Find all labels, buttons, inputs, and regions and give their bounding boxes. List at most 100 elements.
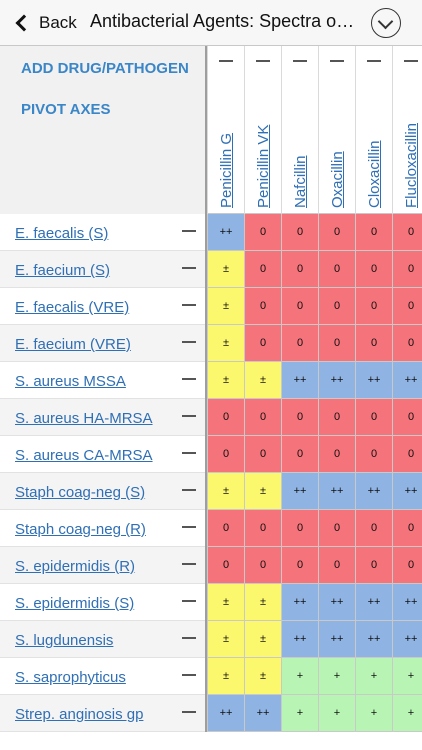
activity-cell[interactable]: ++ [281, 584, 318, 621]
activity-cell[interactable]: ± [207, 288, 244, 325]
drug-name-link[interactable]: Flucloxacillin [403, 122, 420, 208]
activity-cell[interactable]: ± [207, 658, 244, 695]
activity-cell[interactable]: ++ [355, 621, 392, 658]
activity-cell[interactable]: 0 [281, 436, 318, 473]
pathogen-name-link[interactable]: S. aureus CA-MRSA [15, 447, 153, 464]
activity-cell[interactable]: 0 [355, 288, 392, 325]
activity-cell[interactable]: 0 [281, 214, 318, 251]
activity-cell[interactable]: 0 [244, 510, 281, 547]
activity-cell[interactable]: 0 [318, 214, 355, 251]
activity-cell[interactable]: ± [244, 658, 281, 695]
activity-cell[interactable]: 0 [355, 547, 392, 584]
activity-cell[interactable]: 0 [281, 251, 318, 288]
remove-pathogen-button[interactable] [182, 230, 196, 232]
activity-cell[interactable]: ± [244, 584, 281, 621]
remove-pathogen-button[interactable] [182, 378, 196, 380]
add-drug-pathogen-button[interactable]: ADD DRUG/PATHOGEN [21, 60, 189, 77]
remove-drug-button[interactable] [219, 60, 233, 62]
activity-cell[interactable]: 0 [318, 399, 355, 436]
activity-cell[interactable]: 0 [244, 399, 281, 436]
activity-cell[interactable]: ++ [392, 584, 422, 621]
activity-cell[interactable]: ++ [392, 362, 422, 399]
remove-pathogen-button[interactable] [182, 452, 196, 454]
activity-cell[interactable]: ± [244, 473, 281, 510]
remove-pathogen-button[interactable] [182, 341, 196, 343]
activity-cell[interactable]: + [281, 695, 318, 732]
activity-cell[interactable]: ± [207, 251, 244, 288]
activity-cell[interactable]: 0 [281, 325, 318, 362]
activity-cell[interactable]: 0 [207, 510, 244, 547]
activity-cell[interactable]: ± [207, 362, 244, 399]
activity-cell[interactable]: + [355, 695, 392, 732]
activity-cell[interactable]: + [355, 658, 392, 695]
drug-name-link[interactable]: Penicillin VK [255, 124, 272, 208]
activity-cell[interactable]: 0 [244, 547, 281, 584]
activity-cell[interactable]: 0 [318, 436, 355, 473]
activity-cell[interactable]: 0 [392, 547, 422, 584]
activity-cell[interactable]: ± [207, 325, 244, 362]
activity-cell[interactable]: ± [244, 621, 281, 658]
remove-pathogen-button[interactable] [182, 674, 196, 676]
pathogen-name-link[interactable]: E. faecalis (VRE) [15, 299, 130, 316]
pathogen-name-link[interactable]: E. faecalis (S) [15, 225, 109, 242]
activity-cell[interactable]: 0 [392, 436, 422, 473]
activity-cell[interactable]: 0 [355, 399, 392, 436]
activity-cell[interactable]: 0 [281, 288, 318, 325]
activity-cell[interactable]: ++ [392, 621, 422, 658]
activity-cell[interactable]: ++ [318, 621, 355, 658]
activity-cell[interactable]: + [318, 695, 355, 732]
activity-cell[interactable]: 0 [244, 251, 281, 288]
activity-cell[interactable]: 0 [244, 436, 281, 473]
activity-cell[interactable]: ++ [355, 362, 392, 399]
activity-cell[interactable]: 0 [318, 251, 355, 288]
pathogen-name-link[interactable]: Strep. anginosis gp [15, 706, 144, 723]
remove-pathogen-button[interactable] [182, 526, 196, 528]
activity-cell[interactable]: 0 [207, 399, 244, 436]
activity-cell[interactable]: ++ [281, 362, 318, 399]
activity-cell[interactable]: ++ [355, 584, 392, 621]
activity-cell[interactable]: 0 [281, 399, 318, 436]
activity-cell[interactable]: 0 [318, 547, 355, 584]
activity-cell[interactable]: ++ [207, 214, 244, 251]
pathogen-name-link[interactable]: Staph coag-neg (R) [15, 521, 146, 538]
activity-cell[interactable]: + [318, 658, 355, 695]
activity-cell[interactable]: ± [244, 362, 281, 399]
activity-cell[interactable]: + [392, 695, 422, 732]
pathogen-name-link[interactable]: S. aureus MSSA [15, 373, 126, 390]
activity-cell[interactable]: ++ [207, 695, 244, 732]
activity-cell[interactable]: 0 [244, 325, 281, 362]
activity-cell[interactable]: 0 [318, 325, 355, 362]
remove-pathogen-button[interactable] [182, 711, 196, 713]
activity-cell[interactable]: ++ [318, 584, 355, 621]
pathogen-name-link[interactable]: S. epidermidis (S) [15, 595, 135, 612]
pivot-axes-button[interactable]: PIVOT AXES [21, 101, 111, 118]
remove-pathogen-button[interactable] [182, 304, 196, 306]
activity-cell[interactable]: 0 [244, 288, 281, 325]
remove-drug-button[interactable] [256, 60, 270, 62]
activity-cell[interactable]: ++ [355, 473, 392, 510]
drug-name-link[interactable]: Nafcillin [292, 155, 309, 208]
remove-pathogen-button[interactable] [182, 489, 196, 491]
activity-cell[interactable]: ± [207, 621, 244, 658]
activity-cell[interactable]: 0 [318, 510, 355, 547]
back-button[interactable]: Back [14, 9, 77, 37]
remove-pathogen-button[interactable] [182, 637, 196, 639]
activity-cell[interactable]: 0 [392, 399, 422, 436]
activity-cell[interactable]: 0 [281, 510, 318, 547]
pathogen-name-link[interactable]: S. lugdunensis [15, 632, 114, 649]
pathogen-name-link[interactable]: S. epidermidis (R) [15, 558, 136, 575]
activity-cell[interactable]: 0 [392, 288, 422, 325]
activity-cell[interactable]: ++ [244, 695, 281, 732]
activity-cell[interactable]: ± [207, 473, 244, 510]
activity-cell[interactable]: ++ [392, 473, 422, 510]
drug-name-link[interactable]: Cloxacillin [366, 140, 383, 208]
remove-pathogen-button[interactable] [182, 415, 196, 417]
activity-cell[interactable]: + [281, 658, 318, 695]
pathogen-name-link[interactable]: E. faecium (S) [15, 262, 111, 279]
activity-cell[interactable]: 0 [392, 510, 422, 547]
remove-drug-button[interactable] [293, 60, 307, 62]
activity-cell[interactable]: 0 [244, 214, 281, 251]
drug-name-link[interactable]: Penicillin G [218, 132, 235, 208]
pathogen-name-link[interactable]: Staph coag-neg (S) [15, 484, 146, 501]
remove-pathogen-button[interactable] [182, 600, 196, 602]
